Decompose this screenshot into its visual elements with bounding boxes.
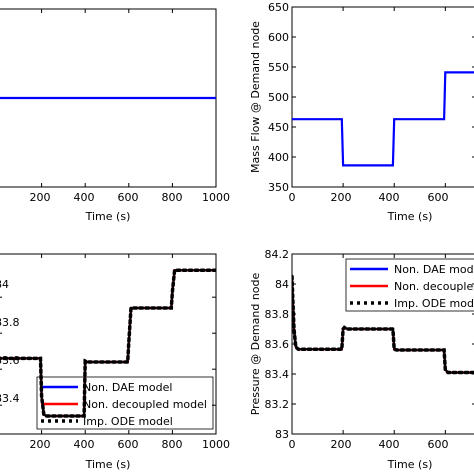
y-tick-label: 83.4 bbox=[265, 368, 290, 381]
y-tick-label: 84.2 bbox=[265, 248, 290, 261]
y-tick-label: 400 bbox=[268, 151, 289, 164]
x-tick-labels: 200 400 600 800 1000 bbox=[30, 191, 231, 204]
y-tick-label: 600 bbox=[268, 31, 289, 44]
y-tick-labels: 350 400 450 500 550 600 650 bbox=[268, 1, 289, 194]
legend-label: Non. decoupled model bbox=[83, 398, 207, 411]
legend-label: Non. DAE model bbox=[83, 381, 172, 394]
x-axis-label: Time (s) bbox=[85, 210, 131, 223]
y-tick-label: 83.8 bbox=[265, 308, 290, 321]
y-tick-label: 500 bbox=[268, 91, 289, 104]
x-tick-label: 200 bbox=[30, 438, 51, 451]
x-tick-labels: 0 200 400 600 bbox=[289, 438, 449, 451]
x-tick-label: 800 bbox=[162, 438, 183, 451]
x-tick-label: 1000 bbox=[202, 438, 230, 451]
y-tick-labels: 84 83.8 83.6 83.4 bbox=[0, 278, 20, 405]
x-tick-label: 600 bbox=[118, 438, 139, 451]
x-axis-label: Time (s) bbox=[85, 458, 131, 471]
x-tick-labels: 0 200 400 600 bbox=[289, 191, 449, 204]
panel-bottom-right: 83 83.2 83.4 83.6 83.8 84 84.2 0 200 400… bbox=[249, 248, 474, 471]
x-tick-label: 400 bbox=[379, 438, 400, 451]
x-tick-label: 200 bbox=[30, 191, 51, 204]
series-line-imp-ode-model bbox=[292, 274, 474, 375]
y-tick-label: 83.6 bbox=[265, 338, 290, 351]
panel-top-left: 200 400 600 800 1000 Time (s) bbox=[0, 8, 231, 223]
x-tick-label: 400 bbox=[379, 191, 400, 204]
y-tick-label: 83 bbox=[275, 428, 289, 441]
legend-label: Imp. ODE model bbox=[83, 415, 173, 428]
x-tick-label: 600 bbox=[118, 191, 139, 204]
y-tick-label: 83.2 bbox=[265, 398, 290, 411]
series-layer bbox=[0, 6, 474, 435]
x-tick-label: 400 bbox=[74, 191, 95, 204]
x-tick-label: 0 bbox=[289, 438, 296, 451]
y-tick-label: 350 bbox=[268, 181, 289, 194]
y-tick-label: 84 bbox=[275, 278, 289, 291]
x-tick-label: 0 bbox=[289, 191, 296, 204]
y-tick-label: 83.4 bbox=[0, 392, 20, 405]
x-tick-label: 1000 bbox=[202, 191, 230, 204]
y-tick-labels: 83 83.2 83.4 83.6 83.8 84 84.2 bbox=[265, 248, 290, 441]
x-tick-label: 200 bbox=[331, 438, 352, 451]
legend-label: Imp. ODE model bbox=[394, 297, 474, 310]
x-axis-label: Time (s) bbox=[387, 210, 433, 223]
y-tick-label: 83.8 bbox=[0, 316, 20, 329]
series-line-imp-ode-model bbox=[0, 268, 216, 418]
x-axis-label: Time (s) bbox=[387, 458, 433, 471]
panel-bottom-left: 84 83.8 83.6 83.4 200 400 600 800 1000 T… bbox=[0, 253, 231, 471]
x-tick-label: 600 bbox=[428, 438, 449, 451]
x-tick-labels: 200 400 600 800 1000 bbox=[30, 438, 231, 451]
y-axis-label: Pressure @ Demand node bbox=[249, 272, 262, 415]
y-tick-label: 650 bbox=[268, 1, 289, 14]
x-tick-label: 200 bbox=[331, 191, 352, 204]
legend-label: Non. DAE model bbox=[394, 263, 474, 276]
y-axis-label: Mass Flow @ Demand node bbox=[249, 21, 262, 173]
legend-label: Non. decoupled model bbox=[394, 280, 474, 293]
series-line-series-0 bbox=[292, 71, 474, 167]
y-tick-label: 450 bbox=[268, 121, 289, 134]
y-tick-label: 83.6 bbox=[0, 354, 20, 367]
x-tick-label: 400 bbox=[74, 438, 95, 451]
x-tick-label: 800 bbox=[162, 191, 183, 204]
legend: Non. DAE model Non. decoupled model Imp.… bbox=[345, 258, 474, 312]
y-tick-label: 84 bbox=[0, 278, 9, 291]
y-tick-label: 550 bbox=[268, 61, 289, 74]
panel-frame bbox=[291, 6, 474, 188]
legend: Non. DAE model Non. decoupled model Imp.… bbox=[36, 376, 214, 430]
x-tick-label: 600 bbox=[428, 191, 449, 204]
panel-top-right: 350 400 450 500 550 600 650 0 200 400 60… bbox=[249, 1, 474, 223]
